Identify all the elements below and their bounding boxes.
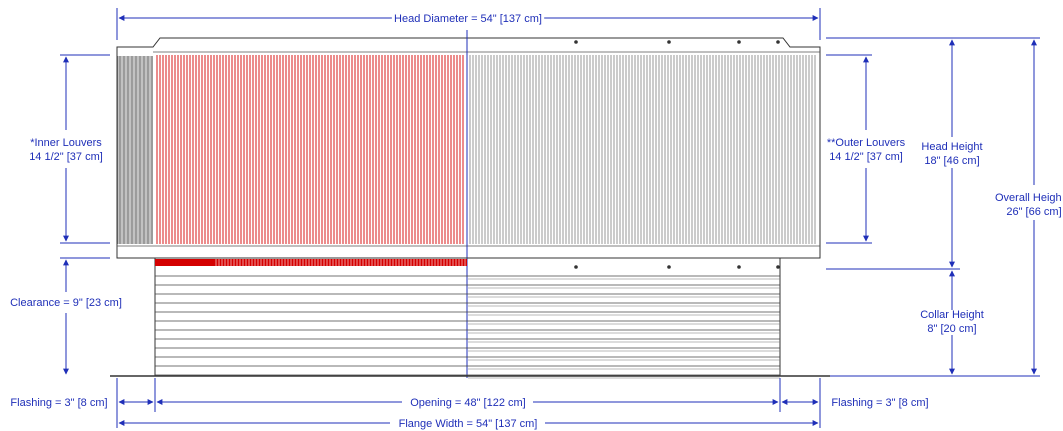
head-rivets [574,40,780,44]
dimension-lines [60,8,1040,428]
collar-band-ticks [215,259,466,266]
collar-height-label-line1: Collar Height [920,309,984,321]
inner-louvers [156,55,464,244]
head-height-label-line2: 18" [46 cm] [924,155,979,167]
collar-height-label-line2: 8" [20 cm] [927,323,976,335]
outer-louvers [469,55,816,244]
overall-height-label-line2: 26" [66 cm] [1006,206,1061,218]
overall-height-label-line1: Overall Heigh [995,192,1062,204]
collar-corrugations [155,275,780,379]
flashing-left-label: Flashing = 3" [8 cm] [10,397,107,409]
head-height-label-line1: Head Height [921,141,982,153]
flange-width-label: Flange Width = 54" [137 cm] [399,418,538,430]
clearance-label: Clearance = 9" [23 cm] [10,297,122,309]
outer-louvers-label-line1: **Outer Louvers [827,137,906,149]
collar-rivets [574,265,780,269]
opening-label: Opening = 48" [122 cm] [410,397,526,409]
dimension-labels: Head Diameter = 54" [137 cm] *Inner Louv… [10,10,1062,430]
head-diameter-label: Head Diameter = 54" [137 cm] [394,13,542,25]
vent-collar [110,257,830,379]
flashing-right-label: Flashing = 3" [8 cm] [831,397,928,409]
head-outline [116,37,821,259]
vent-head [116,30,821,378]
inner-louvers-label-line1: *Inner Louvers [30,137,102,149]
collar-red-band [155,259,467,266]
outer-louvers-label-line2: 14 1/2" [37 cm] [829,151,903,163]
left-end-cap-louvers [117,56,153,244]
inner-louvers-label-line2: 14 1/2" [37 cm] [29,151,103,163]
